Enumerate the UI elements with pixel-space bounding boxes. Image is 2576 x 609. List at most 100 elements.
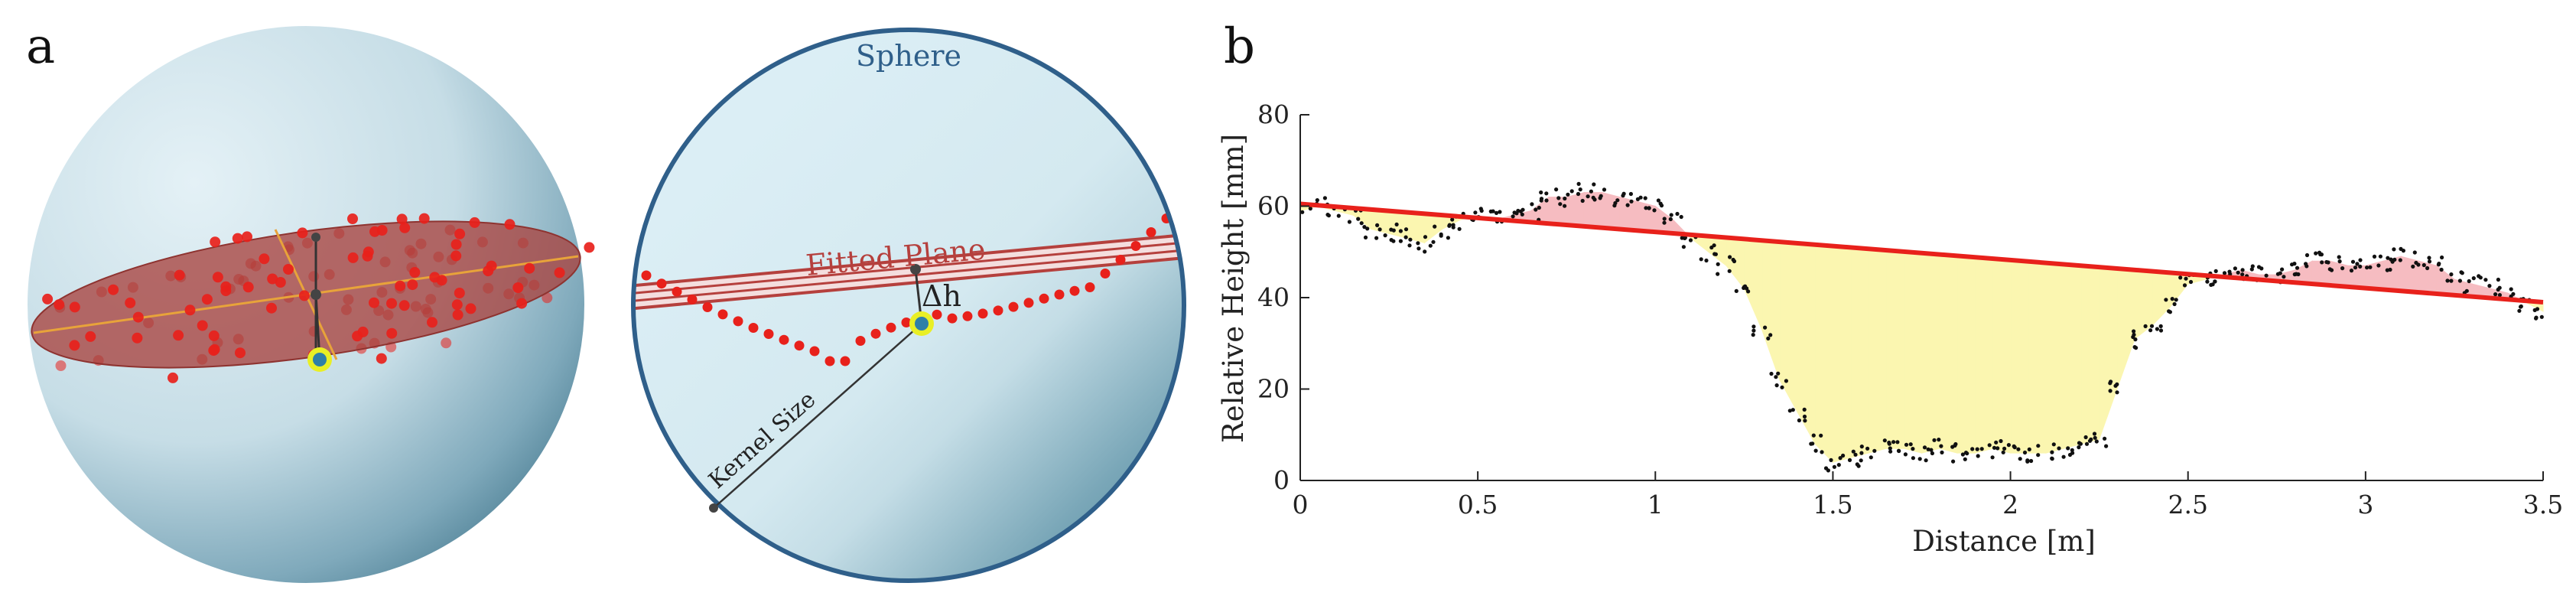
- data-point: [1953, 443, 1957, 448]
- data-point: [2539, 314, 2544, 319]
- data-point: [1612, 204, 1617, 208]
- profile-point: [1115, 255, 1126, 265]
- cloud-point: [197, 320, 208, 331]
- data-point: [1734, 288, 1738, 293]
- profile-point: [1008, 301, 1019, 312]
- data-point: [1647, 206, 1651, 210]
- data-point: [1408, 237, 1413, 242]
- data-point: [1679, 214, 1683, 220]
- below-fill: [1956, 255, 1976, 454]
- data-point: [2483, 278, 2488, 282]
- profile-point: [641, 270, 652, 281]
- cloud-point: [450, 239, 462, 250]
- data-point: [2158, 324, 2163, 328]
- data-point: [1872, 448, 1877, 453]
- profile-point: [1039, 293, 1049, 304]
- point-cloud-front: [42, 213, 595, 383]
- data-point: [1975, 447, 1979, 451]
- data-point: [1644, 206, 1648, 210]
- data-point: [1398, 229, 1403, 233]
- data-point: [2340, 266, 2345, 271]
- data-point: [1566, 192, 1570, 197]
- cloud-point: [369, 297, 379, 308]
- data-point: [1895, 440, 1900, 445]
- data-point: [2109, 379, 2113, 384]
- data-point: [1774, 375, 1778, 379]
- data-point: [1598, 196, 1602, 200]
- data-point: [1865, 446, 1870, 451]
- data-point: [2294, 272, 2298, 276]
- data-point: [2412, 250, 2417, 255]
- data-point: [2427, 259, 2432, 264]
- data-point: [2264, 273, 2269, 278]
- cloud-point: [283, 264, 294, 275]
- data-point: [2358, 258, 2363, 262]
- data-point: [2337, 255, 2341, 259]
- data-point: [2233, 266, 2237, 271]
- below-fill: [1921, 252, 1940, 454]
- profile-point: [932, 309, 942, 320]
- cloud-point: [512, 282, 524, 293]
- data-point: [1836, 463, 1841, 467]
- below-fill: [2152, 271, 2171, 327]
- data-point: [1992, 445, 1997, 450]
- cloud-point: [242, 231, 252, 243]
- cloud-point: [132, 332, 143, 344]
- data-point: [1447, 223, 1452, 228]
- data-point: [1751, 333, 1755, 337]
- sphere-section: Sphere Fitted Plane Δh Kernel Size: [631, 28, 1186, 583]
- data-point: [1423, 249, 1427, 254]
- data-point: [1728, 255, 1732, 259]
- profile-point: [840, 356, 851, 366]
- cloud-point: [454, 288, 465, 298]
- data-point: [2240, 272, 2245, 277]
- cloud-point: [108, 284, 119, 295]
- cloud-point: [418, 213, 430, 224]
- cloud-point: [524, 262, 535, 274]
- data-point: [1716, 262, 1720, 266]
- below-fill: [2063, 263, 2082, 449]
- data-point: [2002, 446, 2007, 451]
- profile-point: [763, 329, 774, 339]
- data-point: [2115, 382, 2119, 386]
- profile-point: [886, 322, 896, 333]
- data-point: [1995, 446, 2000, 451]
- data-point: [1326, 213, 1331, 218]
- data-point: [2077, 445, 2081, 450]
- data-point: [1832, 464, 1836, 469]
- data-point: [2386, 256, 2390, 260]
- data-point: [1416, 241, 1420, 246]
- cloud-point: [275, 277, 286, 288]
- point-profile: [641, 213, 1172, 366]
- query-point-3d: [307, 347, 332, 372]
- data-point: [1539, 198, 1543, 203]
- above-fill: [2329, 260, 2349, 288]
- data-point: [1602, 187, 1607, 192]
- data-point: [2401, 249, 2405, 253]
- data-point: [1530, 202, 1534, 207]
- data-point: [2509, 287, 2513, 291]
- data-point: [2018, 457, 2022, 461]
- below-fill: [1797, 243, 1816, 446]
- profile-point: [733, 316, 743, 327]
- cloud-point: [347, 252, 359, 263]
- data-point: [1576, 181, 1581, 186]
- above-fill: [1602, 191, 1621, 230]
- above-fill: [1548, 197, 1567, 226]
- data-point: [1558, 202, 1563, 207]
- data-point: [1592, 197, 1597, 202]
- cloud-point: [132, 311, 144, 323]
- data-point: [2534, 315, 2539, 320]
- data-point: [1300, 210, 1305, 214]
- x-tick-label: 2.5: [2168, 490, 2207, 519]
- data-point: [2449, 272, 2454, 277]
- kernel-size-line: [713, 323, 922, 509]
- x-tick-label: 3: [2357, 490, 2373, 519]
- cloud-point: [465, 303, 476, 314]
- cloud-point: [208, 330, 220, 341]
- data-point: [2320, 260, 2324, 265]
- data-point: [1431, 239, 1436, 244]
- data-point: [2240, 268, 2245, 272]
- data-point: [1716, 272, 1720, 276]
- profile-point: [855, 336, 866, 346]
